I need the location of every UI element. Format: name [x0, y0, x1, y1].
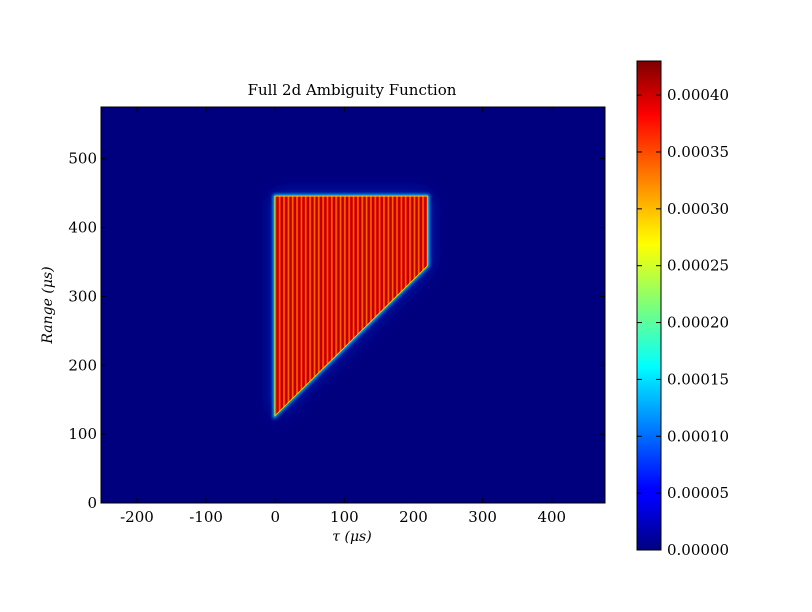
heatmap-stripe	[380, 196, 383, 415]
heatmap-stripe-gap	[327, 196, 328, 415]
colorbar-tick-label: 0.00015	[667, 370, 729, 388]
heatmap-stripe	[289, 196, 292, 415]
y-tick-label: 100	[68, 425, 97, 443]
heatmap-stripe	[376, 196, 379, 415]
heatmap-stripe-gap	[309, 196, 311, 415]
heatmap-stripe	[324, 196, 327, 415]
heatmap-stripe-gap	[340, 196, 341, 415]
heatmap-stripe	[328, 196, 331, 415]
x-tick-label: 400	[537, 508, 566, 526]
heatmap-stripe-gap	[305, 196, 307, 415]
heatmap-stripe	[319, 196, 323, 415]
plot-frame	[100, 106, 606, 504]
heatmap-stripe-gap	[344, 196, 346, 415]
colorbar-tick-label: 0.00010	[667, 427, 729, 445]
colorbar-tick-label: 0.00040	[667, 86, 729, 104]
y-tick-label: 300	[68, 287, 97, 305]
heatmap-stripe-gap	[366, 196, 367, 415]
colorbar-gradient	[636, 60, 662, 551]
colorbar: 0.00000 0.00005 0.00010 0.00015 0.00020 0.000…	[636, 60, 729, 559]
x-axis-label: τ (μs)	[332, 529, 371, 545]
colorbar-ticks: 0.00000 0.00005 0.00010 0.00015 0.00020 0.000…	[637, 86, 729, 559]
x-tick-label: 200	[399, 508, 428, 526]
colorbar-tick-label: 0.00005	[667, 484, 729, 502]
x-tick-label: 0	[270, 508, 280, 526]
heatmap-stripe-gap	[300, 196, 302, 415]
y-axis: 0 100 200 300 400 500	[68, 150, 605, 512]
heatmap-stripe-gap	[292, 196, 294, 415]
heatmap-stripe	[385, 196, 388, 415]
y-tick-label: 500	[68, 150, 97, 168]
y-tick-label: 200	[68, 356, 97, 374]
heatmap-stripe-gap	[318, 196, 320, 415]
x-axis: -200 -100 0 100 200 300 400	[120, 107, 566, 526]
heatmap-stripe-gap	[279, 196, 281, 415]
heatmap-stripe-gap	[335, 196, 337, 415]
heatmap-stripe	[372, 196, 375, 415]
heatmap-stripe-gap	[287, 196, 289, 415]
colorbar-tick-label: 0.00020	[667, 314, 729, 332]
heatmap-stripe	[315, 196, 318, 415]
heatmap-stripe-gap	[275, 196, 276, 415]
y-tick-label: 0	[87, 494, 97, 512]
heatmap-stripe-gap	[314, 196, 315, 415]
x-tick-label: 300	[468, 508, 497, 526]
heatmap-high-region	[273, 194, 430, 420]
heatmap-stripe	[354, 196, 357, 415]
heatmap-stripe	[285, 196, 288, 415]
x-tick-label: 100	[330, 508, 359, 526]
heatmap-stripe	[280, 196, 283, 415]
heatmap-stripe	[359, 196, 362, 415]
heatmap-stripe-gap	[283, 196, 285, 415]
chart-title: Full 2d Ambiguity Function	[248, 81, 457, 99]
heatmap-stripe	[293, 196, 296, 415]
heatmap-stripe	[306, 196, 310, 415]
x-tick-label: -100	[189, 508, 223, 526]
heatmap-stripe-gap	[331, 196, 333, 415]
heatmap-stripe-gap	[379, 196, 381, 415]
colorbar-tick-label: 0.00000	[667, 541, 729, 559]
heatmap-stripe-gap	[353, 196, 354, 415]
x-tick-label: -200	[120, 508, 154, 526]
heatmap-stripe	[341, 196, 344, 415]
heatmap-stripe	[345, 196, 349, 415]
heatmap-stripe	[363, 196, 366, 415]
y-tick-label: 400	[68, 219, 97, 237]
heatmap-stripe-gap	[374, 196, 376, 415]
colorbar-tick-label: 0.00030	[667, 200, 729, 218]
heatmap-stripe	[332, 196, 336, 415]
heatmap-stripe-gap	[370, 196, 372, 415]
heatmap-stripe	[311, 196, 314, 415]
heatmap-stripe	[367, 196, 370, 415]
heatmap-stripe	[350, 196, 353, 415]
heatmap-stripe-gap	[322, 196, 324, 415]
heatmap-stripe	[302, 196, 305, 415]
heatmap-stripe	[298, 196, 301, 415]
heatmap-stripe-gap	[296, 196, 298, 415]
heatmap-stripe-gap	[348, 196, 350, 415]
plot-area	[101, 107, 605, 503]
heatmap-stripe-gap	[383, 196, 385, 415]
heatmap-stripe-gap	[361, 196, 363, 415]
heatmap-stripe-gap	[357, 196, 359, 415]
y-axis-label: Range (μs)	[40, 266, 56, 344]
heatmap-stripe	[337, 196, 340, 415]
heatmap-stripe	[276, 196, 279, 415]
colorbar-tick-label: 0.00035	[667, 143, 729, 161]
colorbar-tick-label: 0.00025	[667, 257, 729, 275]
